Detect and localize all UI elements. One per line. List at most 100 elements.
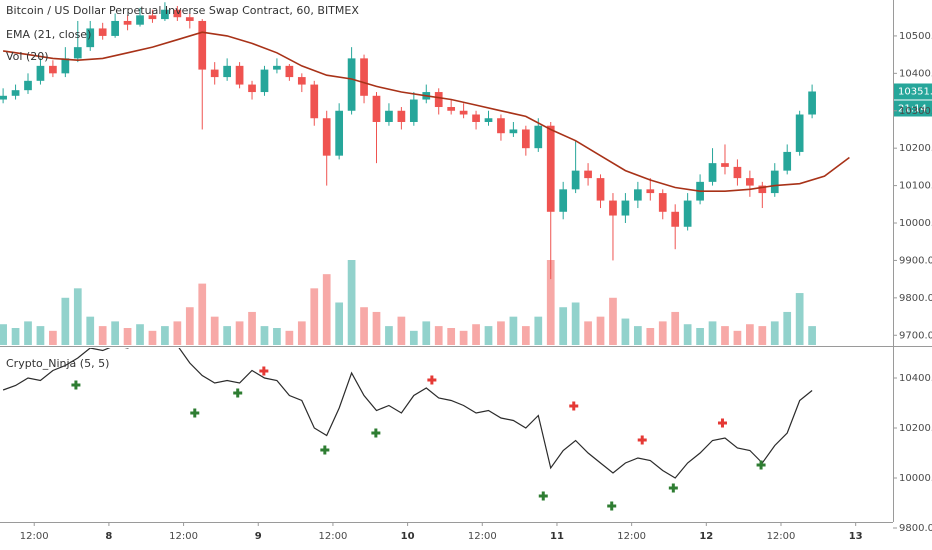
volume-bar — [61, 297, 70, 345]
indicator-pane — [2, 348, 813, 511]
volume-bar — [696, 328, 704, 345]
candle-body — [98, 28, 107, 36]
price-tag — [894, 83, 932, 100]
y-tick-label: 10200.0 — [899, 423, 932, 434]
candle-body — [210, 69, 219, 78]
buy-marker — [190, 408, 200, 418]
y-tick-label: 10400.0 — [899, 68, 932, 79]
candle-body — [434, 92, 443, 108]
candle-body — [559, 189, 568, 212]
candle-body — [633, 189, 642, 201]
x-tick-label: 12:00 — [169, 531, 198, 542]
candle-body — [285, 65, 294, 78]
countdown-box — [894, 100, 932, 117]
volume-bar — [49, 330, 57, 345]
candle-body — [235, 65, 244, 85]
candle-body — [198, 20, 207, 70]
buy-marker — [538, 491, 548, 501]
volume-bar — [770, 321, 779, 345]
volume-bar — [11, 328, 20, 345]
volume-bar — [658, 321, 667, 345]
volume-bar — [559, 307, 568, 345]
indicator-line — [2, 348, 813, 479]
price-tag-label: 10351.5 — [898, 86, 932, 97]
candle-body — [161, 9, 169, 20]
candle-body — [86, 28, 95, 48]
x-tick-label: 12 — [699, 531, 713, 542]
volume-bar — [0, 324, 7, 345]
volume-bar — [73, 288, 82, 345]
candle-body — [173, 9, 182, 18]
volume-bar — [86, 316, 95, 345]
candle-body — [36, 65, 45, 81]
buy-marker — [371, 428, 381, 438]
volume-bar — [521, 326, 530, 345]
volume-bar — [497, 321, 505, 345]
candle-body — [609, 200, 617, 216]
sell-marker — [637, 435, 647, 445]
volume-bar — [285, 330, 294, 345]
volume-bar — [472, 324, 480, 345]
volume-bar — [596, 316, 605, 345]
sell-marker — [259, 366, 269, 376]
candle-body — [397, 110, 406, 122]
candle-body — [521, 129, 530, 149]
volume-bar — [24, 321, 32, 345]
volume-bar — [198, 283, 207, 345]
candle-body — [123, 20, 132, 25]
candle-body — [148, 15, 157, 20]
volume-bar — [434, 326, 443, 345]
buy-marker — [668, 483, 678, 493]
candle-body — [136, 15, 144, 25]
candle-body — [546, 125, 555, 212]
volume-bar — [621, 318, 630, 345]
candle-body — [260, 69, 269, 93]
y-tick-label: 10400.0 — [899, 373, 932, 384]
volume-bar — [808, 326, 816, 345]
main-pane — [0, 2, 850, 345]
volume-bar — [385, 326, 393, 345]
volume-bar — [484, 326, 493, 345]
candle-body — [360, 58, 368, 96]
candle-body — [584, 170, 592, 179]
volume-bar — [161, 326, 169, 345]
indicator-title: Crypto_Ninja (5, 5) — [6, 357, 109, 370]
volume-bar — [546, 260, 555, 345]
candle-body — [733, 166, 742, 179]
candle-body — [24, 80, 32, 91]
candle-body — [808, 91, 816, 115]
volume-bar — [185, 307, 194, 345]
candle-body — [721, 163, 729, 167]
y-tick-label: 9800.0 — [899, 523, 932, 534]
x-tick-label: 11 — [550, 531, 564, 542]
y-tick-label: 9900.0 — [899, 255, 932, 266]
candle-body — [571, 170, 580, 190]
y-tick-label: 10000.0 — [899, 218, 932, 229]
candle-body — [273, 65, 281, 70]
volume-bar — [409, 330, 418, 345]
candle-body — [683, 200, 692, 227]
candle-body — [322, 118, 331, 156]
x-tick-label: 12:00 — [468, 531, 497, 542]
volume-bar — [173, 321, 182, 345]
candle-body — [795, 114, 804, 152]
volume-bar — [235, 321, 244, 345]
candle-body — [0, 95, 7, 100]
volume-bar — [223, 326, 231, 345]
volume-legend: Vol (20) — [6, 50, 49, 63]
candle-body — [534, 125, 543, 149]
y-tick-label: 10100.0 — [899, 181, 932, 192]
candle-body — [310, 84, 319, 119]
x-tick-label: 12:00 — [767, 531, 796, 542]
candle-body — [658, 193, 667, 212]
candle-body — [49, 65, 57, 74]
candle-body — [497, 118, 505, 134]
volume-bar — [310, 288, 319, 345]
volume-bar — [683, 324, 692, 345]
volume-bar — [397, 316, 406, 345]
volume-bar — [633, 326, 642, 345]
candle-body — [758, 185, 767, 194]
y-tick-label: 9700.0 — [899, 330, 932, 341]
candle-body — [459, 110, 468, 115]
